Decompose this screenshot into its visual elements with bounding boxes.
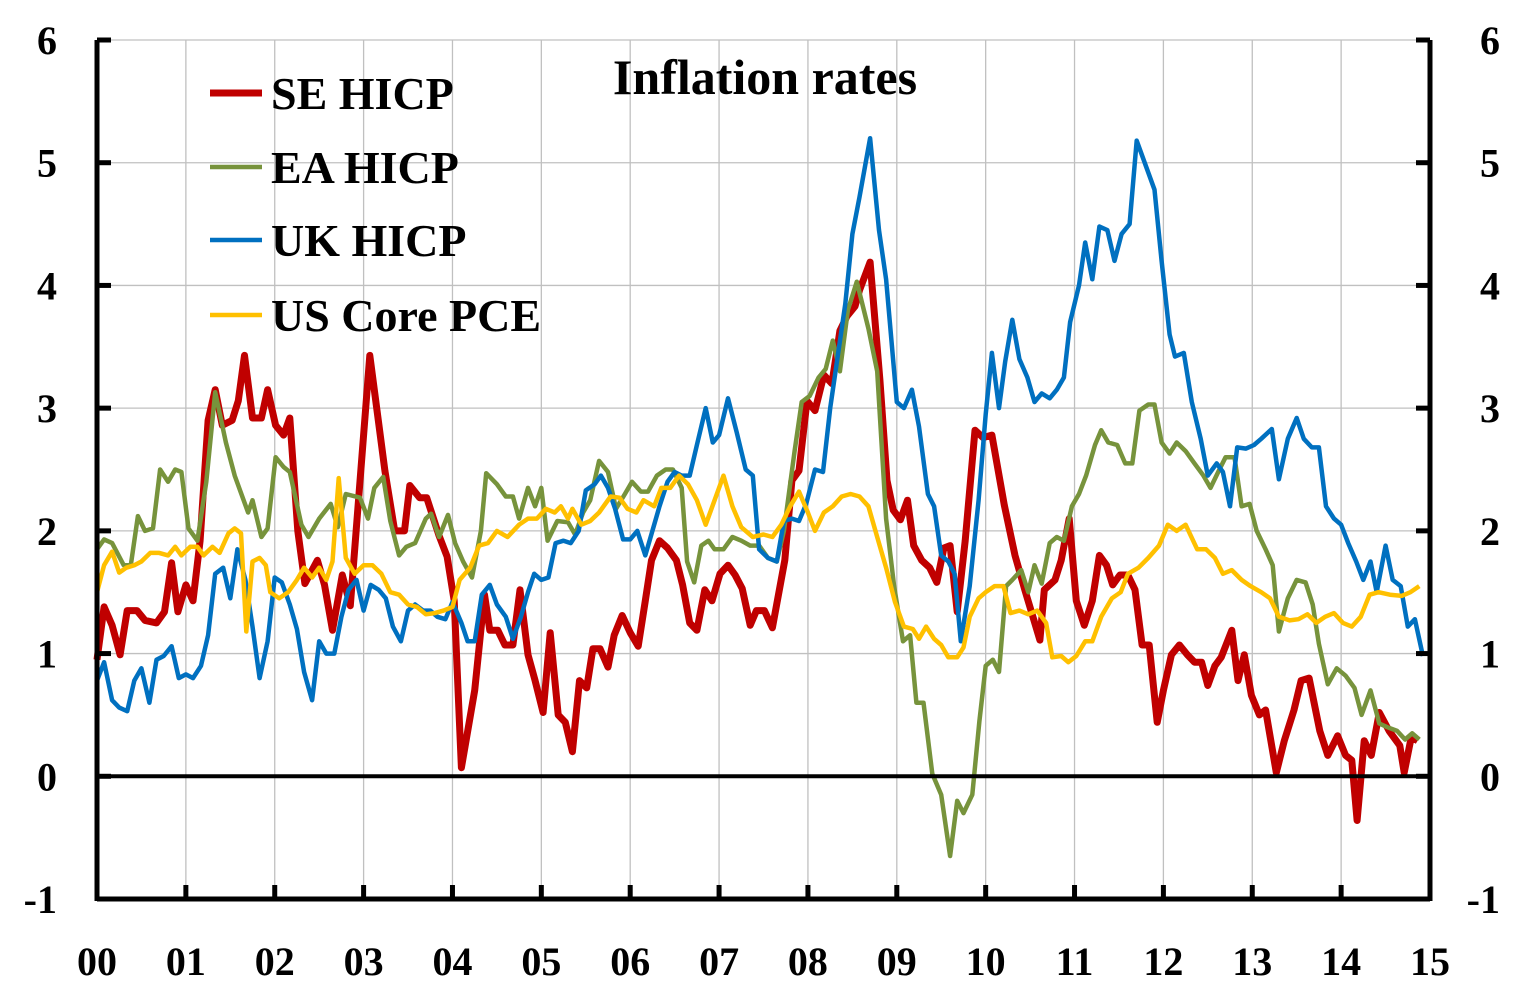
x-tick-label: 03 xyxy=(344,939,384,984)
x-tick-label: 06 xyxy=(610,939,650,984)
legend-label: SE HICP xyxy=(271,68,454,119)
x-tick-label: 15 xyxy=(1410,939,1450,984)
x-tick-label: 00 xyxy=(77,939,117,984)
x-tick-label: 14 xyxy=(1321,939,1361,984)
legend-label: US Core PCE xyxy=(271,290,541,341)
y-tick-label-right: -1 xyxy=(1467,877,1500,922)
x-tick-label: 04 xyxy=(432,939,472,984)
y-tick-label-left: 1 xyxy=(37,632,57,677)
y-tick-label-left: 6 xyxy=(37,18,57,63)
x-tick-label: 09 xyxy=(877,939,917,984)
tick-labels: -1 -10 01 12 23 34 45 56 600 01 02 03 04 05 06 07 08 09 10… xyxy=(24,18,1500,984)
y-tick-label-right: 5 xyxy=(1480,141,1500,186)
y-tick-label-left: 4 xyxy=(37,263,57,308)
y-tick-label-right: 4 xyxy=(1480,263,1500,308)
series-line-us-core-pce xyxy=(94,473,1421,665)
legend-label: EA HICP xyxy=(271,142,459,193)
x-tick-label: 13 xyxy=(1232,939,1272,984)
legend-label: UK HICP xyxy=(271,215,467,266)
x-tick-label: 12 xyxy=(1143,939,1183,984)
series-line-se-hicp xyxy=(93,258,1420,824)
x-tick-label: 10 xyxy=(966,939,1006,984)
axes xyxy=(94,37,1433,902)
x-tick-label: 05 xyxy=(521,939,561,984)
legend: SE HICP EA HICP UK HICP US Core PCE xyxy=(210,68,541,341)
y-tick-label-right: 3 xyxy=(1480,386,1500,431)
y-tick-label-left: 3 xyxy=(37,386,57,431)
y-tick-label-left: 2 xyxy=(37,509,57,554)
y-tick-label-left: -1 xyxy=(24,877,57,922)
x-tick-label: 11 xyxy=(1056,939,1094,984)
x-tick-label: 07 xyxy=(699,939,739,984)
chart-title: Inflation rates xyxy=(613,49,917,105)
series-lines xyxy=(93,135,1426,859)
x-tick-label: 08 xyxy=(788,939,828,984)
y-tick-label-right: 1 xyxy=(1480,632,1500,677)
y-tick-label-left: 0 xyxy=(37,754,57,799)
y-tick-label-right: 0 xyxy=(1480,754,1500,799)
x-tick-label: 01 xyxy=(166,939,206,984)
x-tick-label: 02 xyxy=(255,939,295,984)
y-tick-label-left: 5 xyxy=(37,141,57,186)
series-line-uk-hicp xyxy=(94,135,1426,714)
y-tick-label-right: 2 xyxy=(1480,509,1500,554)
y-tick-label-right: 6 xyxy=(1480,18,1500,63)
